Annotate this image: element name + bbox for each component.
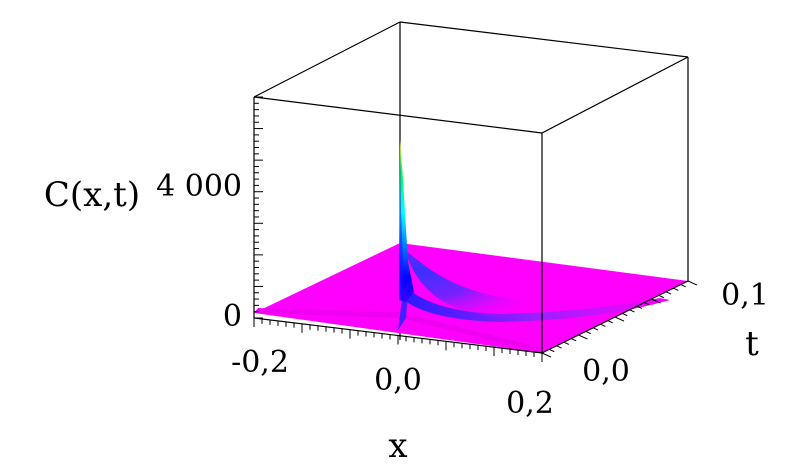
t-tick-5 — [578, 334, 588, 340]
t-tick-label-00: 0,0 — [582, 354, 630, 389]
x-axis-title: x — [388, 426, 407, 466]
z-axis-title: C(x,t) — [44, 175, 140, 215]
t-tick-11 — [622, 312, 628, 317]
t-tick-label-01: 0,1 — [721, 278, 769, 313]
t-tick-9 — [607, 320, 613, 324]
t-tick-7 — [592, 327, 599, 331]
t-tick-14 — [643, 302, 650, 306]
surface-front-edge-shade — [254, 308, 542, 353]
t-tick-4 — [570, 338, 577, 342]
t-tick-10 — [614, 316, 625, 322]
surface-peak-shade — [399, 140, 404, 300]
t-tick-13 — [636, 305, 643, 309]
surface — [254, 140, 688, 353]
t-tick-8 — [600, 323, 606, 327]
t-tick-6 — [585, 330, 591, 335]
z-tick-label-4000: 4 000 — [156, 169, 242, 204]
t-tick-3 — [563, 341, 570, 345]
x-tick-label-neg02: -0,2 — [231, 345, 289, 380]
x-axis-ticks — [253, 318, 543, 362]
surface-tail — [404, 292, 670, 322]
t-tick-17 — [665, 291, 672, 295]
t-tick-0 — [541, 352, 552, 358]
t-tick-15 — [651, 298, 661, 304]
t-tick-16 — [658, 294, 664, 299]
t-axis-title: t — [745, 324, 759, 364]
t-tick-18 — [673, 287, 679, 291]
t-axis-ticks — [541, 280, 698, 358]
z-tick-label-0: 0 — [223, 299, 242, 334]
z-axis-ticks — [254, 96, 263, 319]
x-tick-label-00: 0,0 — [374, 363, 422, 398]
t-tick-20 — [687, 280, 698, 286]
t-tick-12 — [629, 309, 635, 313]
t-tick-1 — [549, 348, 555, 353]
t-tick-19 — [680, 284, 686, 288]
surface-bowl — [405, 250, 560, 320]
t-tick-2 — [556, 345, 562, 349]
x-tick-label-02: 0,2 — [506, 386, 554, 421]
